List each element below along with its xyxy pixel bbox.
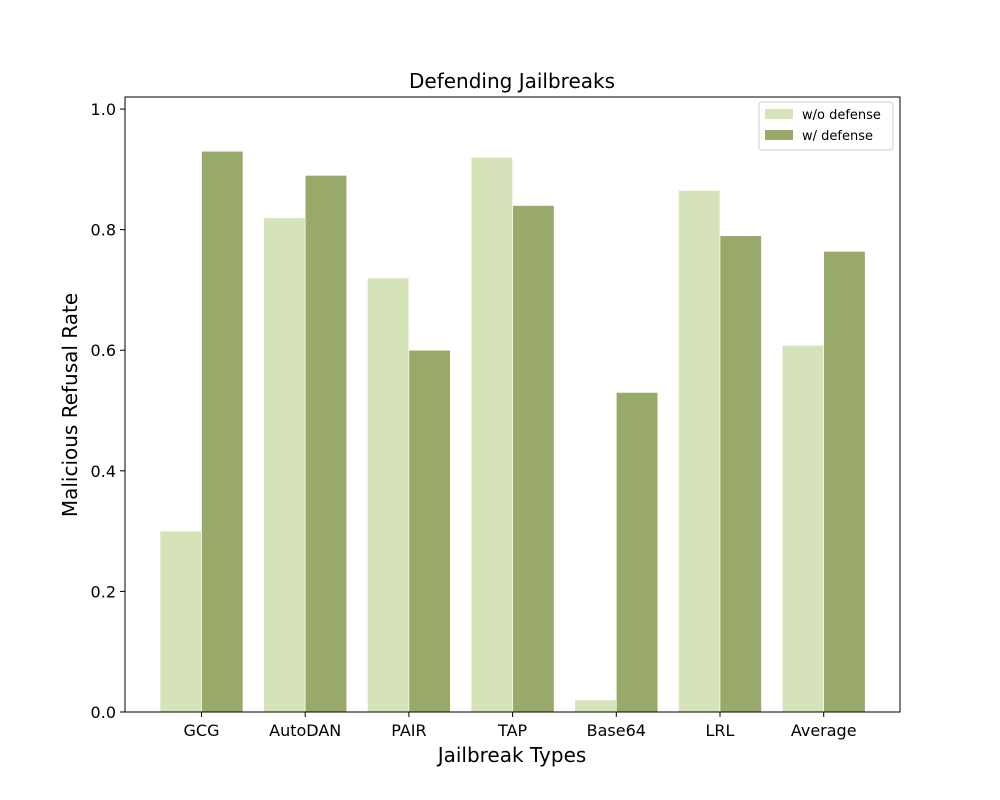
bar-without-defense-autodan (263, 217, 306, 713)
bar-with-defense-autodan (304, 175, 348, 713)
y-axis-title: Malicious Refusal Rate (58, 293, 82, 517)
bar-without-defense-tap (470, 156, 513, 713)
bar-with-defense-lrl (719, 235, 762, 713)
legend: w/o defense w/ defense (758, 101, 894, 151)
x-tick-label-tap: TAP (497, 721, 527, 740)
bar-without-defense-lrl (678, 190, 721, 713)
legend-label-without-defense: w/o defense (802, 108, 881, 123)
x-tick-label-pair: PAIR (391, 721, 426, 740)
y-axis: 0.0 0.2 0.4 0.6 0.8 1.0 (91, 100, 125, 722)
legend-swatch-without-defense (765, 109, 793, 119)
x-tick-label-autodan: AutoDAN (269, 721, 341, 740)
x-axis-title: Jailbreak Types (436, 743, 587, 767)
chart-title: Defending Jailbreaks (409, 69, 615, 93)
legend-label-with-defense: w/ defense (802, 129, 873, 144)
x-axis: GCG AutoDAN PAIR TAP Base64 LRL Average (184, 712, 857, 740)
bar-with-defense-pair (408, 349, 451, 713)
y-tick-label: 0.6 (91, 341, 116, 360)
bar-without-defense-pair (367, 277, 410, 713)
x-tick-label-gcg: GCG (184, 721, 220, 740)
x-tick-label-average: Average (791, 721, 857, 740)
bar-with-defense-average (823, 251, 866, 713)
x-tick-label-base64: Base64 (587, 721, 646, 740)
bar-with-defense-base64 (615, 392, 659, 713)
y-tick-label: 1.0 (91, 100, 116, 119)
y-tick-label: 0.8 (91, 221, 116, 240)
bars-layer (159, 150, 866, 713)
y-tick-label: 0.0 (91, 703, 116, 722)
bar-without-defense-gcg (159, 530, 202, 713)
bar-with-defense-tap (512, 205, 555, 713)
legend-swatch-with-defense (765, 130, 793, 140)
bar-without-defense-average (781, 345, 825, 713)
y-tick-label: 0.4 (91, 462, 116, 481)
y-tick-label: 0.2 (91, 582, 116, 601)
x-tick-label-lrl: LRL (706, 721, 735, 740)
bar-with-defense-gcg (201, 150, 244, 713)
bar-without-defense-base64 (574, 699, 617, 713)
